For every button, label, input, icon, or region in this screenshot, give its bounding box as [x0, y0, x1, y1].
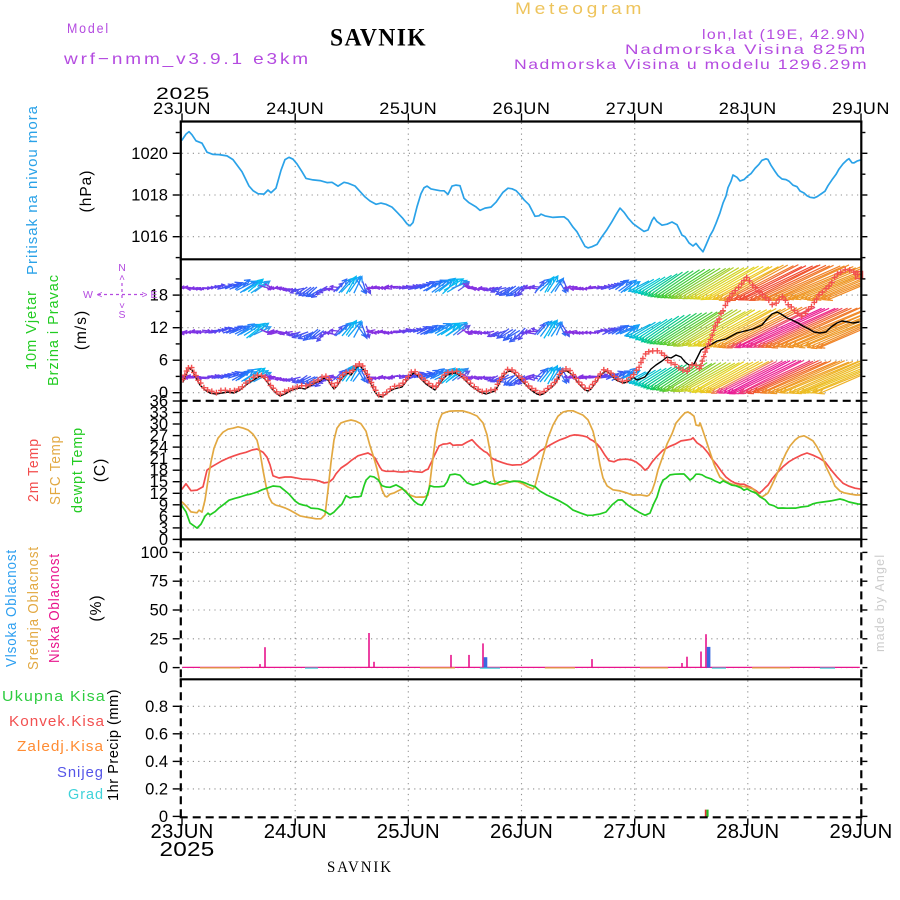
svg-text:6: 6	[159, 508, 168, 526]
svg-text:wrf−nmm_v3.9.1 e3km: wrf−nmm_v3.9.1 e3km	[63, 51, 311, 68]
svg-text:Vlsoka Oblacnost: Vlsoka Oblacnost	[3, 549, 20, 667]
svg-text:1018: 1018	[131, 187, 168, 205]
svg-text:33: 33	[150, 404, 168, 422]
svg-text:lon,lat (19E, 42.9N): lon,lat (19E, 42.9N)	[702, 26, 866, 42]
svg-text:Konvek.Kisa: Konvek.Kisa	[9, 713, 105, 730]
svg-text:1020: 1020	[131, 145, 168, 163]
svg-text:Meteogram: Meteogram	[515, 0, 645, 18]
svg-text:6: 6	[159, 352, 168, 370]
svg-text:Nadmorska Visina 825m: Nadmorska Visina 825m	[625, 41, 867, 57]
svg-text:0: 0	[159, 531, 168, 549]
svg-text:made by Angel: made by Angel	[873, 554, 887, 652]
svg-text:0.6: 0.6	[145, 725, 168, 743]
svg-text:Niska Oblacnost: Niska Oblacnost	[46, 553, 63, 663]
svg-text:SFC Temp: SFC Temp	[47, 435, 64, 505]
svg-text:SAVNIK: SAVNIK	[327, 859, 393, 876]
svg-text:25: 25	[150, 630, 168, 648]
svg-text:Ukupna Kisa: Ukupna Kisa	[2, 688, 106, 705]
svg-text:3: 3	[159, 519, 168, 537]
svg-text:27JUN: 27JUN	[606, 99, 664, 118]
svg-text:SAVNIK: SAVNIK	[330, 23, 427, 52]
svg-text:24JUN: 24JUN	[264, 820, 327, 843]
svg-text:36: 36	[150, 392, 168, 410]
svg-text:(hPa): (hPa)	[78, 170, 95, 213]
svg-text:29JUN: 29JUN	[830, 820, 893, 843]
svg-text:28JUN: 28JUN	[719, 99, 777, 118]
svg-text:25JUN: 25JUN	[379, 99, 437, 118]
svg-text:2025: 2025	[160, 838, 215, 861]
svg-text:26JUN: 26JUN	[490, 820, 553, 843]
svg-text:(m/s): (m/s)	[73, 310, 90, 350]
svg-text:>: >	[142, 290, 148, 301]
svg-text:23JUN: 23JUN	[153, 99, 211, 118]
svg-text:18: 18	[150, 287, 168, 305]
svg-text:24: 24	[150, 439, 168, 457]
svg-text:Pritisak na nivou mora: Pritisak na nivou mora	[24, 105, 41, 275]
svg-text:Model: Model	[67, 21, 110, 36]
svg-text:E: E	[150, 289, 157, 301]
svg-text:75: 75	[150, 573, 168, 591]
svg-text:15: 15	[150, 473, 168, 491]
svg-text:0: 0	[159, 808, 168, 826]
svg-text:(%): (%)	[88, 594, 105, 621]
svg-text:30: 30	[150, 416, 168, 434]
svg-text:2025: 2025	[156, 84, 210, 103]
svg-text:0: 0	[159, 659, 168, 677]
svg-text:1hr Precip (mm): 1hr Precip (mm)	[105, 689, 122, 801]
svg-text:9: 9	[159, 496, 168, 514]
svg-text:<: <	[97, 290, 103, 301]
svg-text:Brzina i Pravac: Brzina i Pravac	[45, 274, 62, 386]
svg-text:Srednja Oblacnost: Srednja Oblacnost	[25, 546, 42, 670]
svg-text:27: 27	[150, 427, 168, 445]
svg-text:29JUN: 29JUN	[832, 99, 890, 118]
svg-text:12: 12	[150, 485, 168, 503]
svg-text:26JUN: 26JUN	[493, 99, 551, 118]
svg-text:27JUN: 27JUN	[603, 820, 666, 843]
svg-text:23JUN: 23JUN	[151, 820, 214, 843]
svg-text:Snijeg: Snijeg	[57, 764, 104, 781]
svg-text:Nadmorska Visina u modelu 1296: Nadmorska Visina u modelu 1296.29m	[514, 56, 868, 72]
svg-text:28JUN: 28JUN	[716, 820, 779, 843]
svg-text:Grad: Grad	[68, 786, 104, 803]
svg-text:˅: ˅	[119, 301, 125, 312]
svg-text:24JUN: 24JUN	[266, 99, 324, 118]
svg-text:(C): (C)	[92, 458, 109, 483]
svg-text:dewpt Temp: dewpt Temp	[69, 427, 86, 513]
svg-text:50: 50	[150, 602, 168, 620]
svg-text:100: 100	[140, 544, 168, 562]
svg-text:0.4: 0.4	[145, 753, 168, 771]
svg-text:2m Temp: 2m Temp	[25, 438, 42, 502]
svg-text:W: W	[83, 289, 93, 301]
svg-text:25JUN: 25JUN	[377, 820, 440, 843]
svg-text:N: N	[118, 262, 126, 274]
svg-text:Zaledj.Kisa: Zaledj.Kisa	[17, 738, 104, 755]
svg-text:10m Vjetar: 10m Vjetar	[23, 290, 40, 370]
svg-text:0.2: 0.2	[145, 780, 168, 798]
svg-text:12: 12	[150, 319, 168, 337]
svg-text:21: 21	[150, 450, 168, 468]
svg-text:S: S	[118, 309, 125, 321]
svg-text:0.8: 0.8	[145, 698, 168, 716]
svg-text:1016: 1016	[131, 228, 168, 246]
svg-text:˄: ˄	[119, 273, 125, 284]
svg-text:0: 0	[159, 384, 168, 402]
svg-text:18: 18	[150, 462, 168, 480]
